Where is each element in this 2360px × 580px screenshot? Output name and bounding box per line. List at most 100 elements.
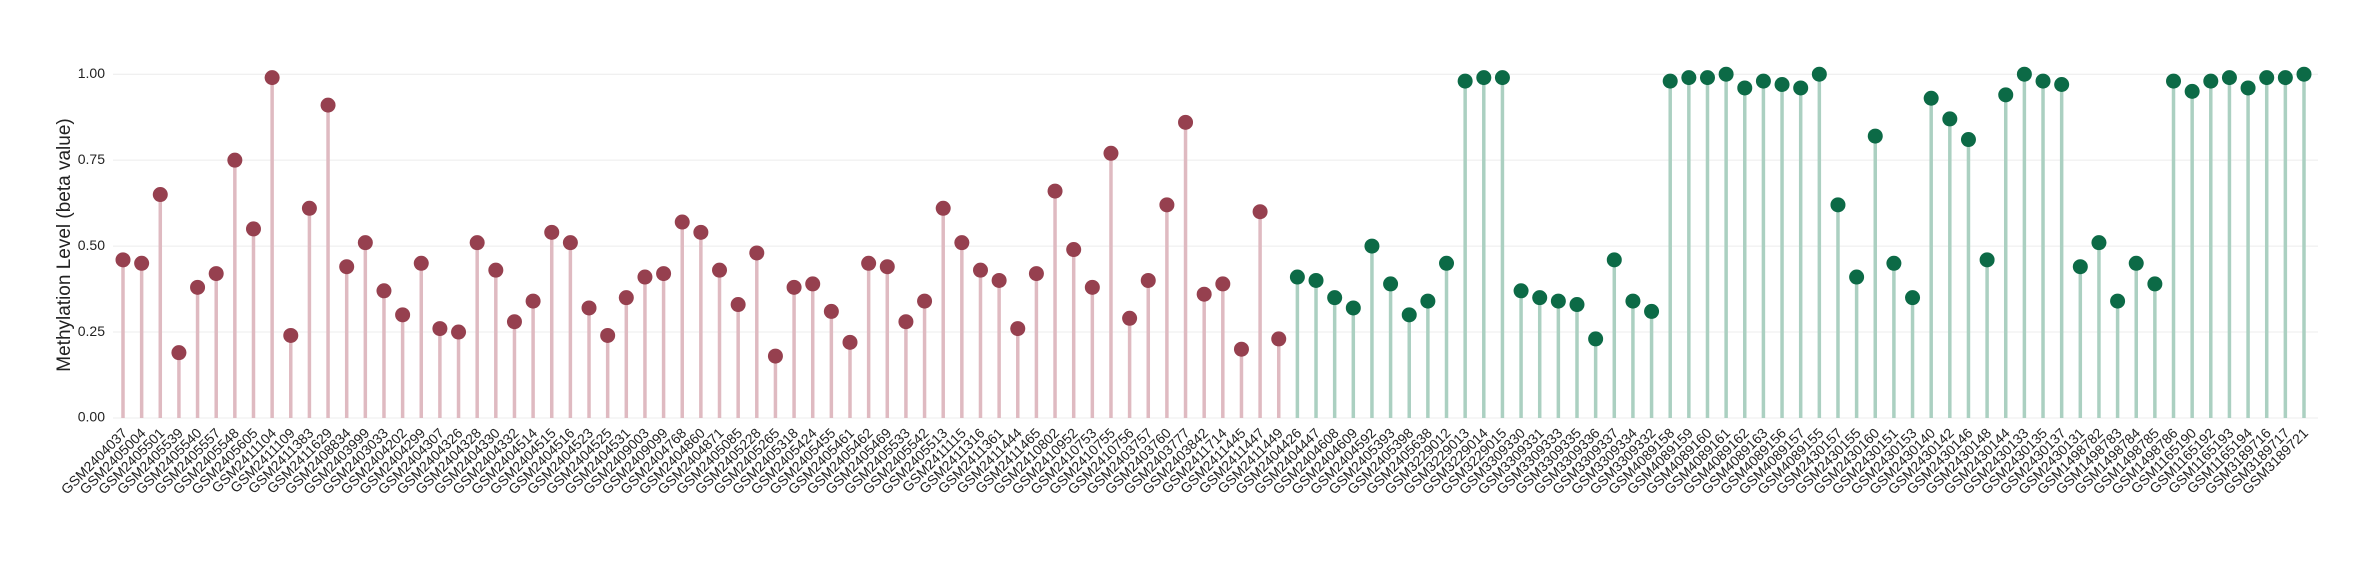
dot xyxy=(152,187,168,203)
dot xyxy=(1905,290,1921,306)
dot xyxy=(1439,255,1455,271)
dot xyxy=(1476,70,1492,86)
dot xyxy=(115,252,131,268)
dot xyxy=(1066,242,1082,258)
dot xyxy=(376,283,392,299)
dot xyxy=(2091,235,2107,251)
dot xyxy=(1494,70,1510,86)
dot xyxy=(1140,272,1156,288)
dot xyxy=(917,293,933,309)
dot xyxy=(562,235,578,251)
dot xyxy=(395,307,411,323)
dot xyxy=(1364,238,1380,254)
dot xyxy=(488,262,504,278)
dot xyxy=(712,262,728,278)
dot xyxy=(1122,310,1138,326)
dot xyxy=(1774,77,1790,93)
dot xyxy=(1625,293,1641,309)
dot xyxy=(432,321,448,337)
dot xyxy=(842,334,858,350)
dot xyxy=(190,279,206,295)
dot xyxy=(357,235,373,251)
dot xyxy=(1513,283,1529,299)
dot xyxy=(935,200,951,216)
dot xyxy=(1233,341,1249,357)
dot xyxy=(1886,255,1902,271)
dot xyxy=(245,221,261,237)
dot xyxy=(954,235,970,251)
dot xyxy=(600,327,616,343)
dot xyxy=(1923,90,1939,106)
y-axis-title: Methylation Level (beta value) xyxy=(54,118,75,371)
dot xyxy=(339,259,355,275)
dot xyxy=(1103,145,1119,161)
dot xyxy=(1457,73,1473,89)
dot xyxy=(805,276,821,292)
dot xyxy=(1606,252,1622,268)
dot xyxy=(1681,70,1697,86)
dot xyxy=(1755,73,1771,89)
dot xyxy=(283,327,299,343)
dot xyxy=(2221,70,2237,86)
dot xyxy=(1849,269,1865,285)
dot xyxy=(637,269,653,285)
dot xyxy=(1718,66,1734,82)
dot xyxy=(2277,70,2293,86)
dot xyxy=(2166,73,2182,89)
dot xyxy=(1289,269,1305,285)
dot xyxy=(1830,197,1846,213)
dot xyxy=(1401,307,1417,323)
dot xyxy=(2147,276,2163,292)
y-tick-label: 0.50 xyxy=(78,237,105,253)
dot xyxy=(1532,290,1548,306)
dot xyxy=(1588,331,1604,347)
dot xyxy=(1010,321,1026,337)
dot xyxy=(1420,293,1436,309)
dot xyxy=(861,255,877,271)
dot xyxy=(1383,276,1399,292)
dot xyxy=(898,314,914,330)
dot xyxy=(581,300,597,316)
dot xyxy=(2240,80,2256,96)
dot xyxy=(1644,303,1660,319)
dot xyxy=(618,290,634,306)
dot xyxy=(1793,80,1809,96)
dot xyxy=(1979,252,1995,268)
dot xyxy=(1196,286,1212,302)
y-tick-label: 0.00 xyxy=(78,409,105,425)
dot xyxy=(1569,297,1585,313)
dot xyxy=(2259,70,2275,86)
dot xyxy=(1047,183,1063,199)
dot xyxy=(1178,114,1194,130)
dot xyxy=(301,200,317,216)
dot xyxy=(1662,73,1678,89)
dot xyxy=(1699,70,1715,86)
dot xyxy=(693,224,709,240)
dot xyxy=(227,152,243,168)
dot xyxy=(749,245,765,261)
dot xyxy=(656,266,672,282)
dot xyxy=(1550,293,1566,309)
dot xyxy=(730,297,746,313)
dot xyxy=(469,235,485,251)
dot xyxy=(2016,66,2032,82)
dot xyxy=(1960,132,1976,148)
dot xyxy=(1252,204,1268,220)
dot xyxy=(1308,272,1324,288)
dot xyxy=(264,70,280,86)
dot xyxy=(1159,197,1175,213)
dot xyxy=(208,266,224,282)
dot xyxy=(2072,259,2088,275)
dot xyxy=(879,259,895,275)
dot xyxy=(674,214,690,230)
dot xyxy=(1737,80,1753,96)
dot xyxy=(2184,83,2200,99)
dot xyxy=(134,255,150,271)
dot xyxy=(544,224,560,240)
dot xyxy=(972,262,988,278)
dot xyxy=(2110,293,2126,309)
dot xyxy=(1867,128,1883,144)
dot xyxy=(1942,111,1958,127)
